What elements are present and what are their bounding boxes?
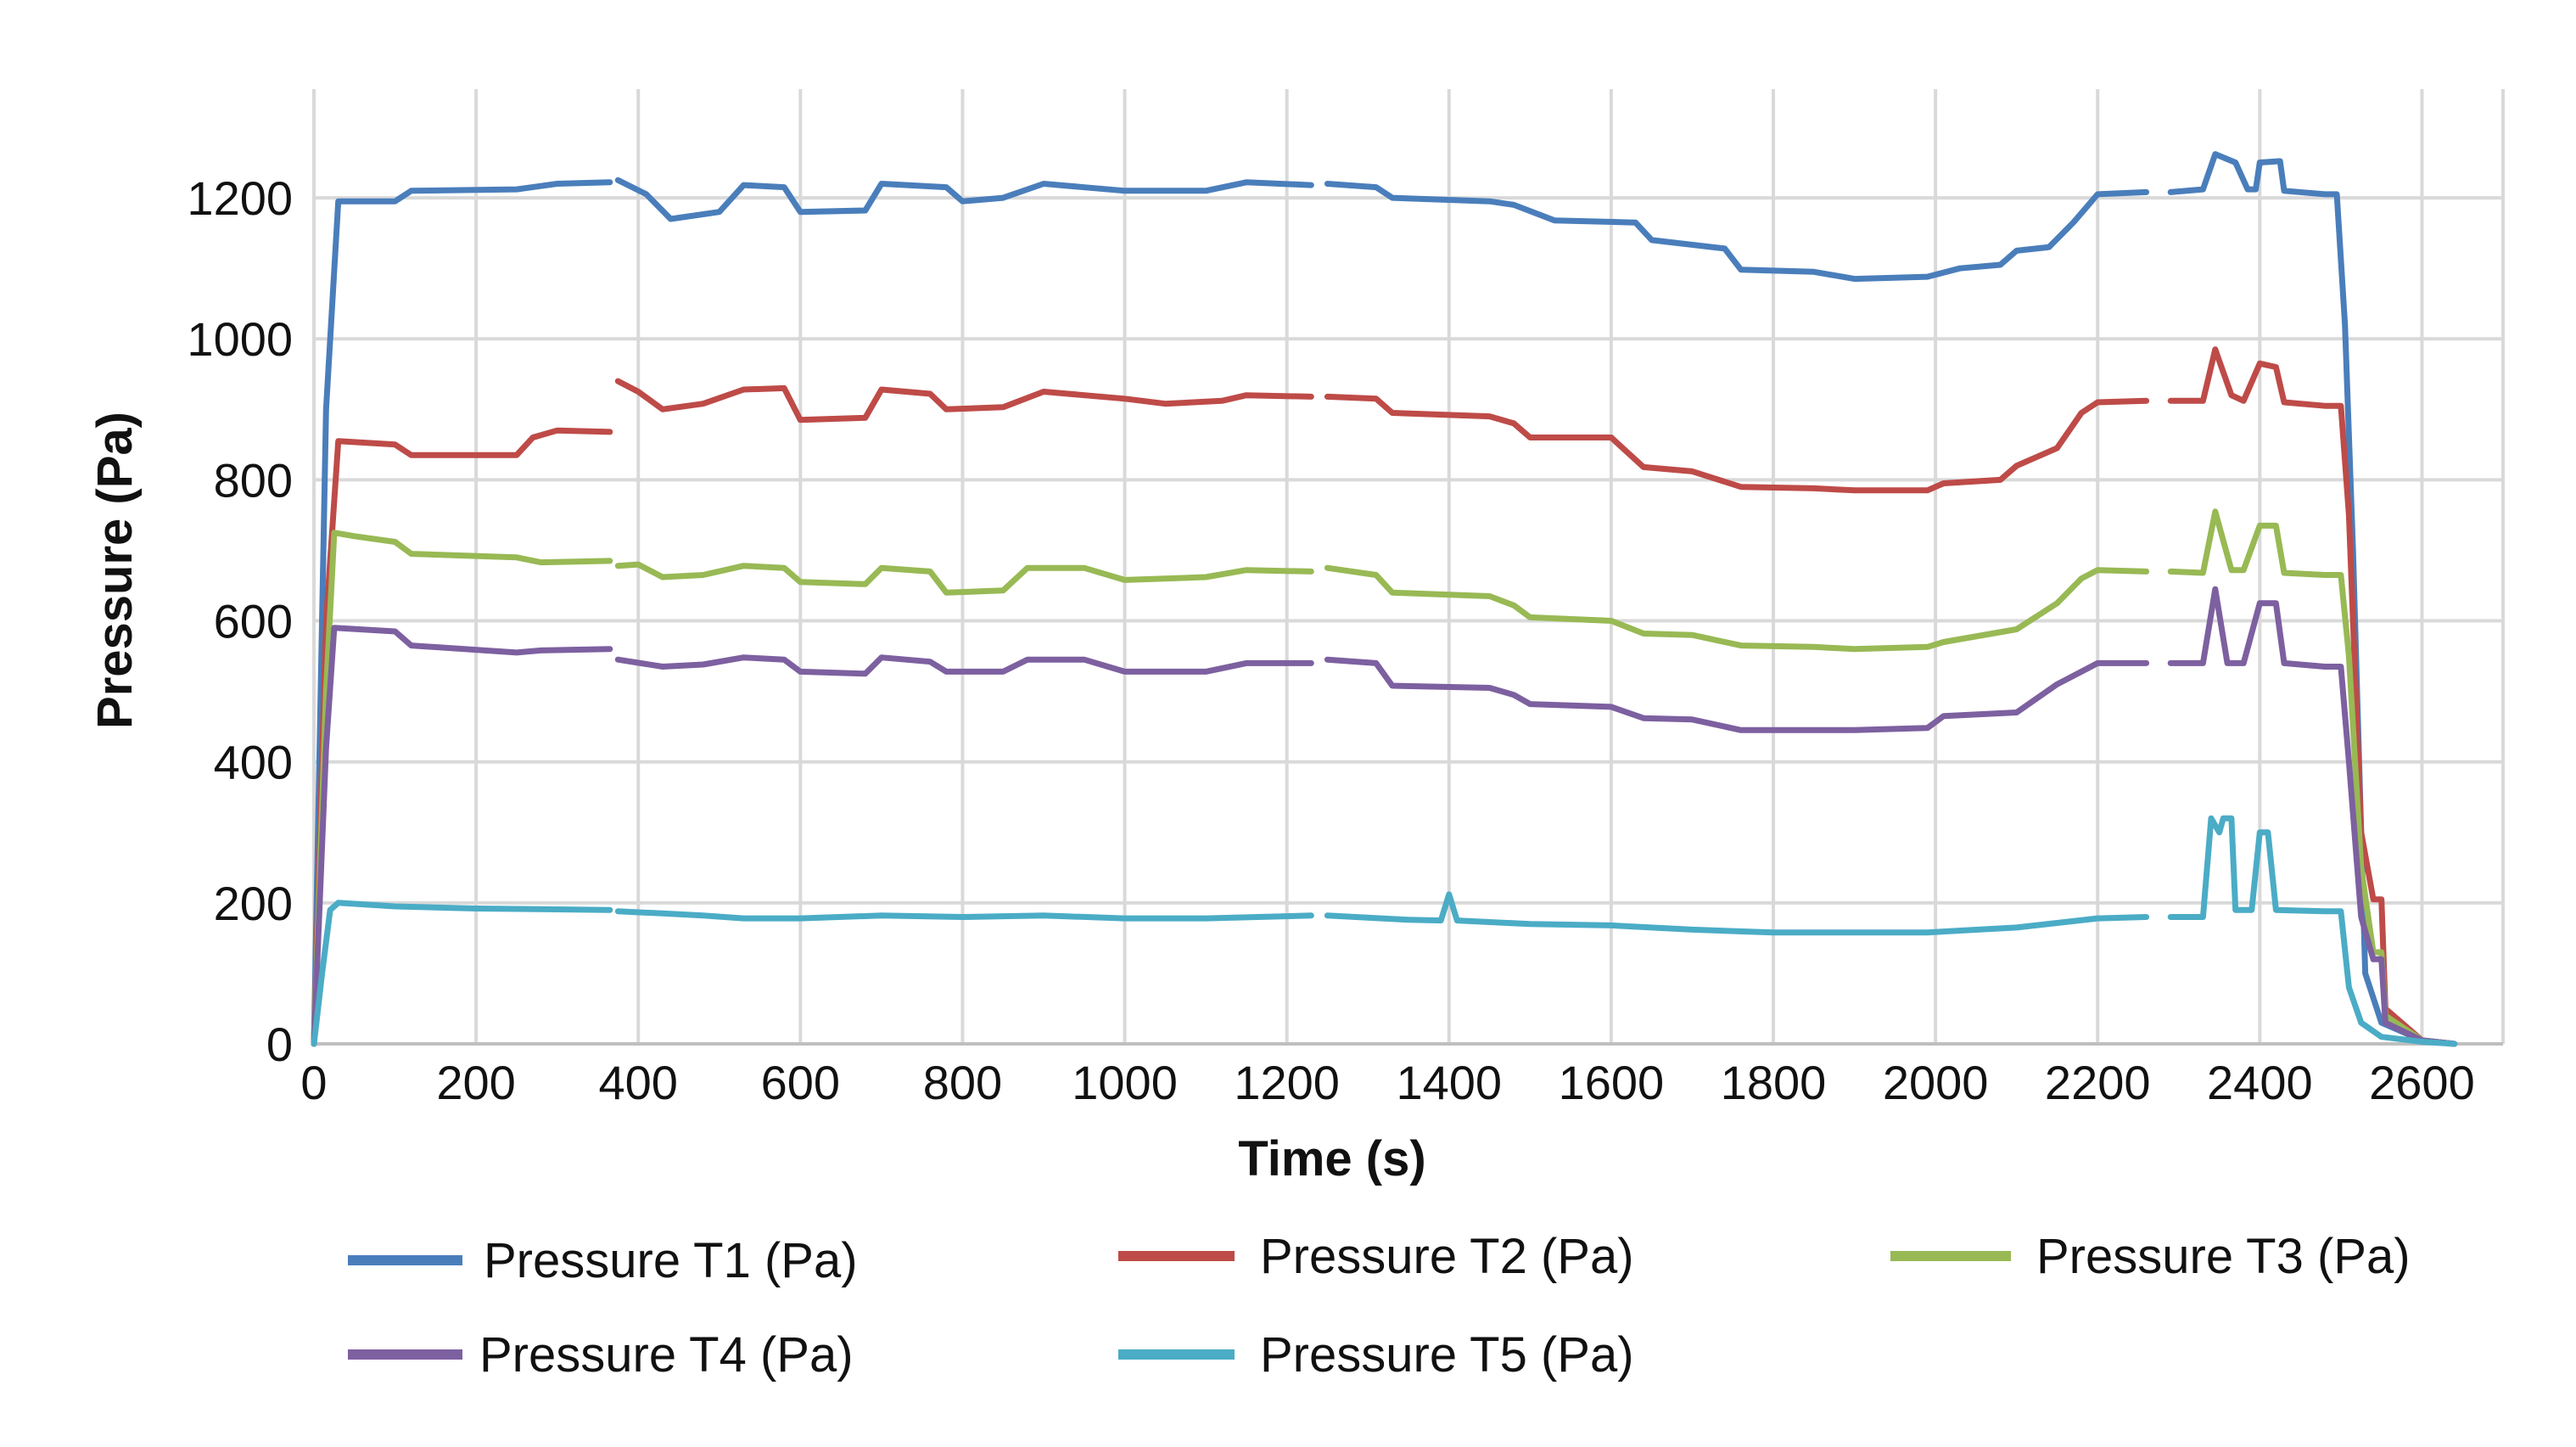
series-t1-segment-1	[311, 179, 613, 1047]
legend-item-t3: Pressure T3 (Pa)	[1890, 1229, 2411, 1284]
legend-item-t2: Pressure T2 (Pa)	[1118, 1229, 1634, 1284]
legend-label-t3: Pressure T3 (Pa)	[2036, 1229, 2411, 1284]
x-tick-labels: 0 200 400 600 800 1000 1200 1400 1600 1800 2000 220…	[300, 1056, 2474, 1109]
series-t2-segment-3	[1324, 393, 2150, 494]
series-t3	[311, 508, 2458, 1047]
x-tick-1600: 1600	[1559, 1056, 1665, 1109]
series-t3-segment-3	[1324, 564, 2150, 653]
series-t5	[311, 815, 2458, 1047]
legend-item-t4: Pressure T4 (Pa)	[348, 1327, 854, 1383]
x-tick-1000: 1000	[1072, 1056, 1178, 1109]
x-axis-title: Time (s)	[1238, 1131, 1425, 1186]
series-t1	[311, 151, 2458, 1047]
series-t2	[311, 346, 2458, 1047]
x-tick-1800: 1800	[1721, 1056, 1827, 1109]
x-tick-2000: 2000	[1883, 1056, 1989, 1109]
y-tick-400: 400	[214, 736, 293, 789]
legend-item-t1: Pressure T1 (Pa)	[348, 1233, 858, 1288]
y-tick-600: 600	[214, 595, 293, 648]
series-t5-segment-3	[1324, 891, 2150, 936]
y-tick-1200: 1200	[187, 171, 293, 225]
x-tick-800: 800	[923, 1056, 1002, 1109]
x-tick-200: 200	[436, 1056, 515, 1109]
x-tick-1400: 1400	[1396, 1056, 1502, 1109]
series-t2-segment-4	[2167, 346, 2458, 1047]
series-t5-segment-4	[2167, 815, 2458, 1047]
legend-label-t2: Pressure T2 (Pa)	[1260, 1229, 1634, 1284]
series-t1-segment-4	[2167, 151, 2458, 1047]
series-t2-segment-2	[614, 378, 1314, 423]
x-tick-0: 0	[300, 1056, 327, 1109]
legend-item-t5: Pressure T5 (Pa)	[1118, 1327, 1634, 1383]
y-tick-200: 200	[214, 877, 293, 930]
legend-label-t5: Pressure T5 (Pa)	[1260, 1327, 1634, 1383]
series-t5-segment-1	[311, 900, 613, 1047]
series-t4-segment-4	[2167, 586, 2458, 1047]
legend-label-t1: Pressure T1 (Pa)	[484, 1233, 858, 1288]
x-tick-600: 600	[761, 1056, 840, 1109]
y-tick-labels: 0 200 400 600 800 1000 1200	[187, 171, 293, 1071]
series-t1-segment-3	[1324, 181, 2150, 283]
x-tick-2600: 2600	[2369, 1056, 2475, 1109]
y-axis-title: Pressure (Pa)	[87, 412, 143, 729]
series-t4-segment-1	[311, 625, 613, 1047]
grid	[312, 89, 2505, 1044]
series-t1-segment-2	[614, 177, 1314, 222]
legend-label-t4: Pressure T4 (Pa)	[479, 1327, 854, 1383]
x-tick-2400: 2400	[2207, 1056, 2313, 1109]
x-tick-2200: 2200	[2045, 1056, 2151, 1109]
x-tick-400: 400	[599, 1056, 678, 1109]
x-tick-1200: 1200	[1234, 1056, 1340, 1109]
series-t3-segment-1	[311, 530, 613, 1047]
y-tick-800: 800	[214, 453, 293, 507]
series-t4-segment-2	[614, 654, 1314, 677]
series-t5-segment-2	[614, 908, 1314, 922]
series-t4-segment-3	[1324, 656, 2150, 733]
series-t4	[311, 586, 2458, 1047]
legend: Pressure T1 (Pa) Pressure T2 (Pa) Pressu…	[348, 1229, 2411, 1383]
series-t2-segment-1	[311, 427, 613, 1047]
y-tick-1000: 1000	[187, 312, 293, 366]
series-t3-segment-2	[614, 561, 1314, 596]
series-lines	[311, 151, 2458, 1047]
y-tick-0: 0	[266, 1018, 293, 1071]
